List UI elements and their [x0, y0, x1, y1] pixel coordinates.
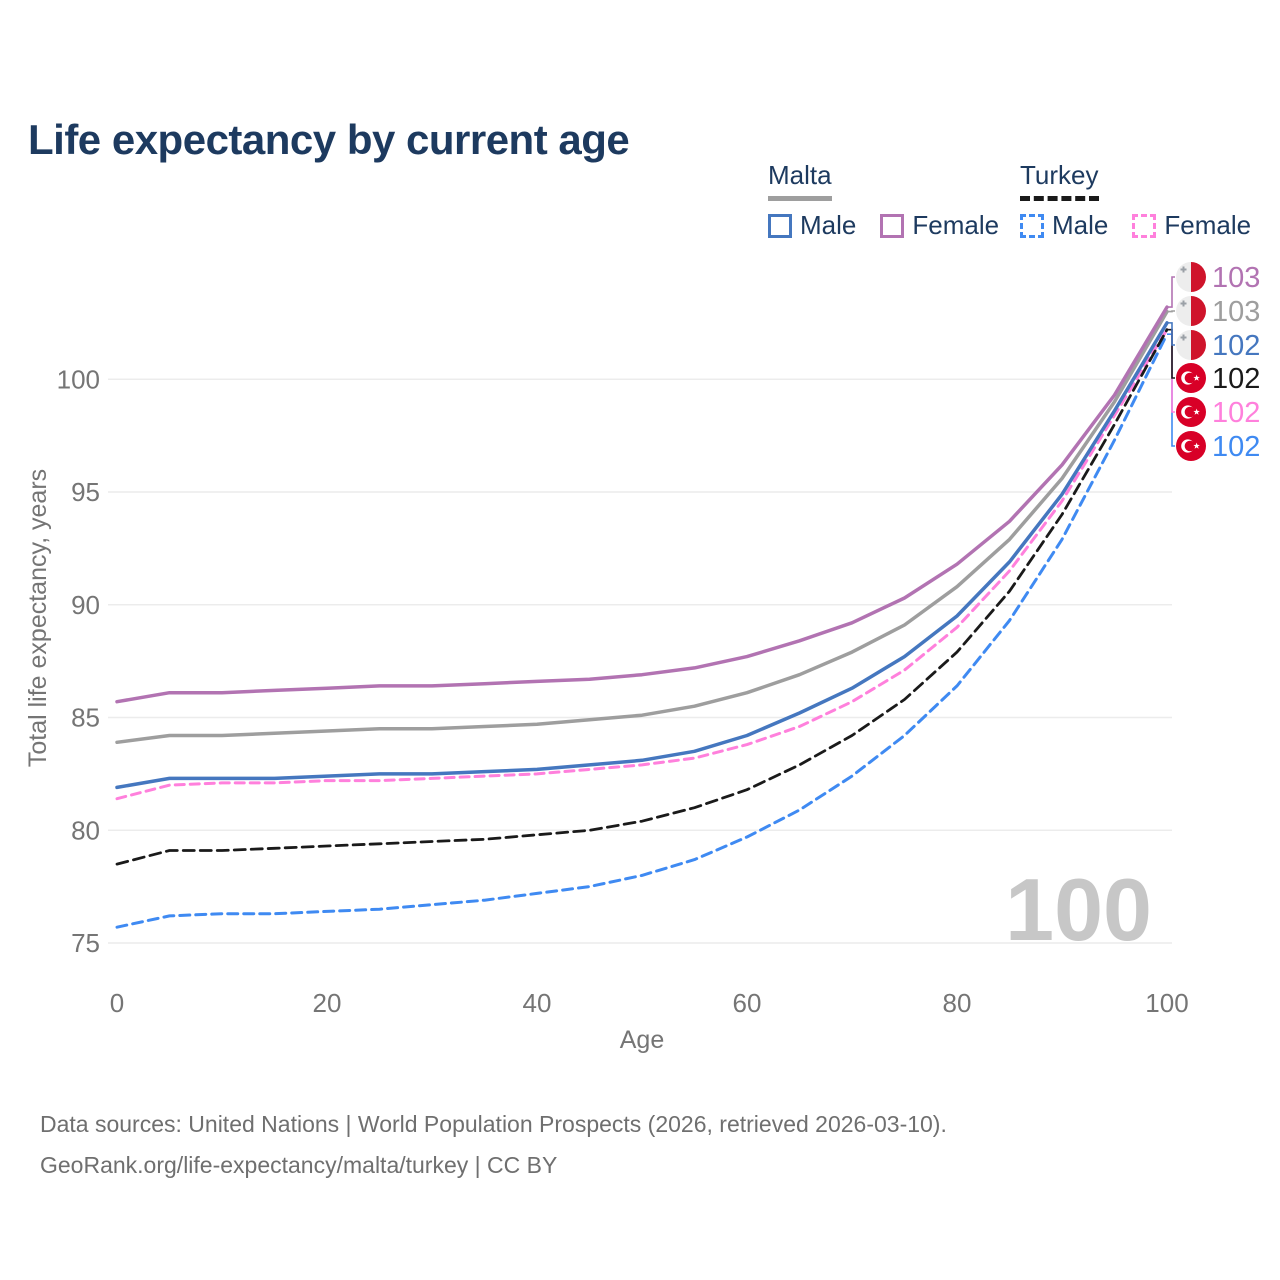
malta-flag-icon: [1191, 262, 1206, 292]
malta-george-cross-icon: [1180, 334, 1187, 341]
turkey-female-swatch: [1132, 213, 1157, 238]
x-axis-tick-label: 0: [110, 988, 124, 1018]
y-axis-tick-label: 75: [71, 928, 100, 958]
legend-item-malta-male[interactable]: Male: [768, 210, 856, 241]
series-end-value-label: 103: [1212, 262, 1260, 294]
end-label-connector: [1167, 328, 1175, 379]
turkey-star-icon: [1193, 408, 1200, 415]
series-end-value-label: 102: [1212, 330, 1260, 362]
legend-item-label: Male: [1052, 210, 1109, 240]
end-label-connector: [1167, 328, 1175, 413]
y-axis-tick-label: 80: [71, 815, 100, 845]
turkey-star-icon: [1193, 442, 1200, 449]
malta-george-cross-icon: [1180, 266, 1187, 273]
y-axis-tick-label: 90: [71, 590, 100, 620]
y-axis-tick-label: 85: [71, 703, 100, 733]
y-axis-tick-label: 95: [71, 477, 100, 507]
x-axis-title: Age: [620, 1026, 664, 1054]
legend-item-turkey-male[interactable]: Male: [1020, 210, 1108, 241]
footer-url[interactable]: GeoRank.org/life-expectancy/malta/turkey…: [40, 1152, 558, 1178]
y-axis-tick-label: 100: [57, 364, 100, 394]
legend-group-malta: Malta Male Female: [768, 160, 999, 241]
series-line-malta-female[interactable]: [115, 305, 1169, 704]
chart-legend: Malta Male Female Turkey Male Female: [0, 160, 1280, 240]
legend-group-turkey: Turkey Male Female: [1020, 160, 1251, 241]
series-line-turkey-female[interactable]: [115, 328, 1169, 801]
end-label-connector: [1167, 310, 1175, 313]
page-title: Life expectancy by current age: [28, 116, 630, 164]
end-label-connector: [1167, 276, 1175, 308]
footer-data-sources: Data sources: United Nations | World Pop…: [40, 1111, 947, 1137]
legend-item-label: Male: [800, 210, 857, 240]
malta-male-swatch: [768, 213, 792, 238]
footer-attribution: Data sources: United Nations | World Pop…: [40, 1104, 947, 1186]
series-end-value-label: 102: [1212, 431, 1260, 463]
series-line-turkey-both-sexes[interactable]: [115, 328, 1169, 866]
series-line-malta-male[interactable]: [115, 321, 1169, 790]
turkey-male-swatch: [1020, 213, 1044, 238]
y-axis-title: Total life expectancy, years: [24, 469, 52, 767]
end-label-connector: [1167, 333, 1175, 447]
malta-flag-icon: [1191, 296, 1206, 326]
x-axis-tick-label: 80: [943, 988, 972, 1018]
legend-item-turkey-female[interactable]: Female: [1132, 210, 1251, 241]
x-axis-tick-label: 100: [1145, 988, 1188, 1018]
malta-george-cross-icon: [1180, 300, 1187, 307]
legend-item-label: Female: [1164, 210, 1252, 240]
turkey-crescent-icon: [1184, 406, 1196, 418]
series-line-malta-both-sexes[interactable]: [115, 309, 1169, 745]
malta-flag-icon: [1176, 296, 1191, 326]
turkey-star-icon: [1193, 374, 1200, 381]
legend-header-turkey[interactable]: Turkey: [1020, 160, 1099, 201]
legend-item-label: Female: [912, 210, 1000, 240]
age-counter-watermark: 100: [1005, 860, 1152, 959]
malta-female-swatch: [880, 213, 905, 238]
end-label-connector: [1167, 322, 1175, 346]
legend-item-malta-female[interactable]: Female: [880, 210, 999, 241]
series-end-value-label: 103: [1212, 296, 1260, 328]
malta-flag-icon: [1176, 262, 1191, 292]
series-end-value-label: 102: [1212, 363, 1260, 395]
x-axis-tick-label: 40: [523, 988, 552, 1018]
x-axis-tick-label: 20: [313, 988, 342, 1018]
malta-flag-icon: [1176, 330, 1191, 360]
series-end-value-label: 102: [1212, 397, 1260, 429]
series-line-turkey-male[interactable]: [115, 332, 1169, 929]
x-axis-tick-label: 60: [733, 988, 762, 1018]
turkey-crescent-icon: [1184, 372, 1196, 384]
turkey-crescent-icon: [1184, 440, 1196, 452]
legend-header-malta[interactable]: Malta: [768, 160, 832, 201]
malta-flag-icon: [1191, 330, 1206, 360]
